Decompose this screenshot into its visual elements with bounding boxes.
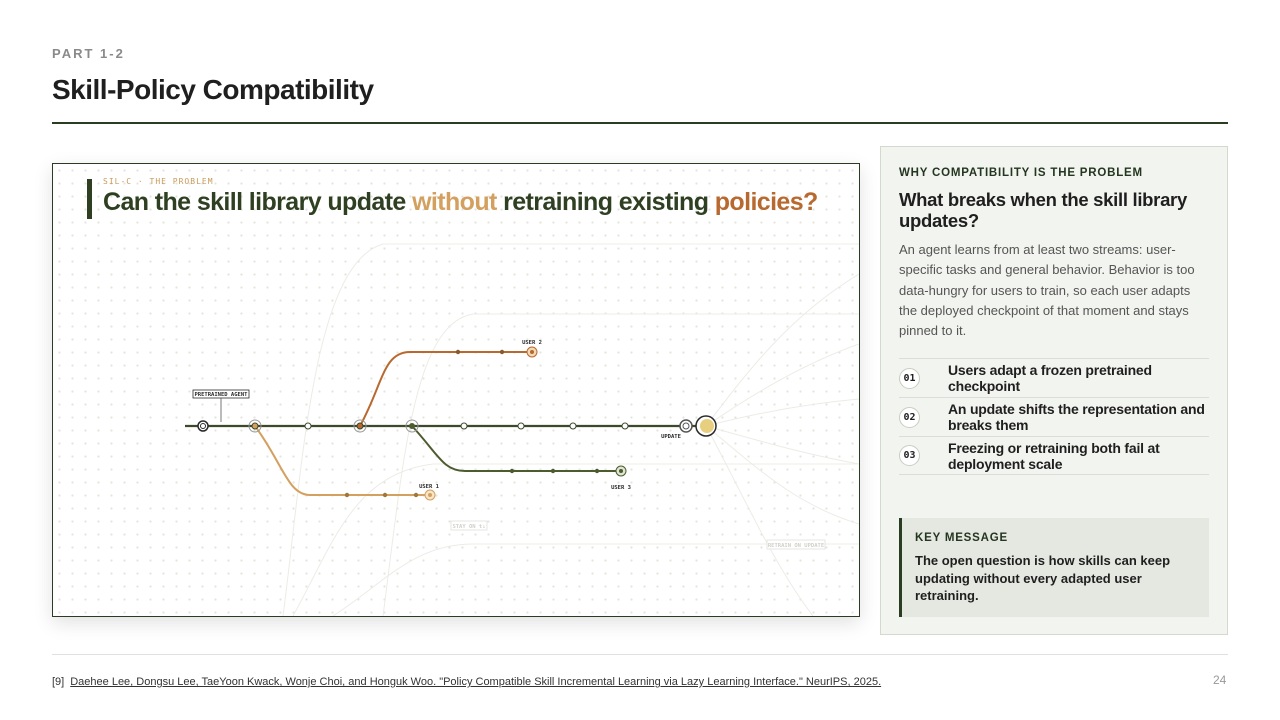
item-text: Users adapt a frozen pretrained checkpoi…	[948, 362, 1152, 394]
item-list: 01 Users adapt a frozen pretrained checkp…	[899, 358, 1209, 475]
panel-heading: What breaks when the skill library updat…	[899, 189, 1187, 231]
branch-user2	[359, 351, 532, 427]
diagram: PRETRAINED AGENT USER 2 USER 1 USER 3 UP…	[185, 243, 859, 616]
title-part: policies?	[714, 188, 819, 216]
nodes	[197, 346, 717, 501]
key-label: KEY MESSAGE	[915, 532, 1008, 544]
panel-kicker: WHY COMPATIBILITY IS THE PROBLEM	[899, 167, 1143, 179]
item: 01 Users adapt a frozen pretrained checkp…	[899, 358, 1209, 397]
label-user2: USER 2	[522, 340, 542, 346]
label-retrain: RETRAIN ON UPDATE	[768, 543, 824, 549]
figure: PRETRAINED AGENT USER 2 USER 1 USER 3 UP…	[52, 163, 860, 617]
slide-title: Skill-Policy Compatibility	[52, 74, 374, 105]
title-rule	[52, 122, 1228, 124]
figure-kicker: SIL-C · THE PROBLEM	[103, 177, 214, 186]
item-number: 03	[899, 445, 920, 466]
footer: [9] Daehee Lee, Dongsu Lee, TaeYoon Kwack…	[52, 676, 881, 688]
accent-bar	[87, 179, 92, 219]
item: 02 An update shifts the representation an…	[899, 397, 1209, 436]
side-panel: WHY COMPATIBILITY IS THE PROBLEM What br…	[880, 146, 1228, 635]
title-part: without	[412, 188, 497, 216]
label-user3: USER 3	[611, 485, 631, 491]
label-user1: USER 1	[419, 484, 440, 490]
panel-body: An agent learns from at least two stream…	[899, 242, 1195, 339]
label-update: UPDATE	[661, 434, 681, 440]
item-number: 01	[899, 367, 920, 389]
ref-number: [9]	[52, 676, 65, 688]
label-stay: STAY ON t₁	[452, 524, 485, 530]
title-part: retraining existing	[496, 188, 715, 216]
title-part: Can the skill library update	[103, 188, 413, 216]
branch-user1	[254, 425, 430, 496]
label-pretrained: PRETRAINED AGENT	[195, 392, 249, 398]
item: 03 Freezing or retraining both fail at de…	[899, 436, 1209, 475]
key-message: KEY MESSAGE The open question is how ski…	[899, 518, 1209, 617]
key-text: The open question is how skills can keep…	[915, 553, 1171, 603]
citation[interactable]: Daehee Lee, Dongsu Lee, TaeYoon Kwack, W…	[70, 676, 882, 688]
item-text: An update shifts the representation and …	[948, 401, 1205, 433]
footer-rule	[52, 654, 1228, 655]
page-number: 24	[1213, 673, 1227, 687]
part-label: PART 1-2	[52, 46, 125, 61]
branch-user3	[411, 425, 621, 472]
figure-title: Can the skill library update without ret…	[103, 188, 818, 217]
item-number: 02	[899, 406, 920, 428]
item-text: Freezing or retraining both fail at depl…	[948, 439, 1160, 472]
